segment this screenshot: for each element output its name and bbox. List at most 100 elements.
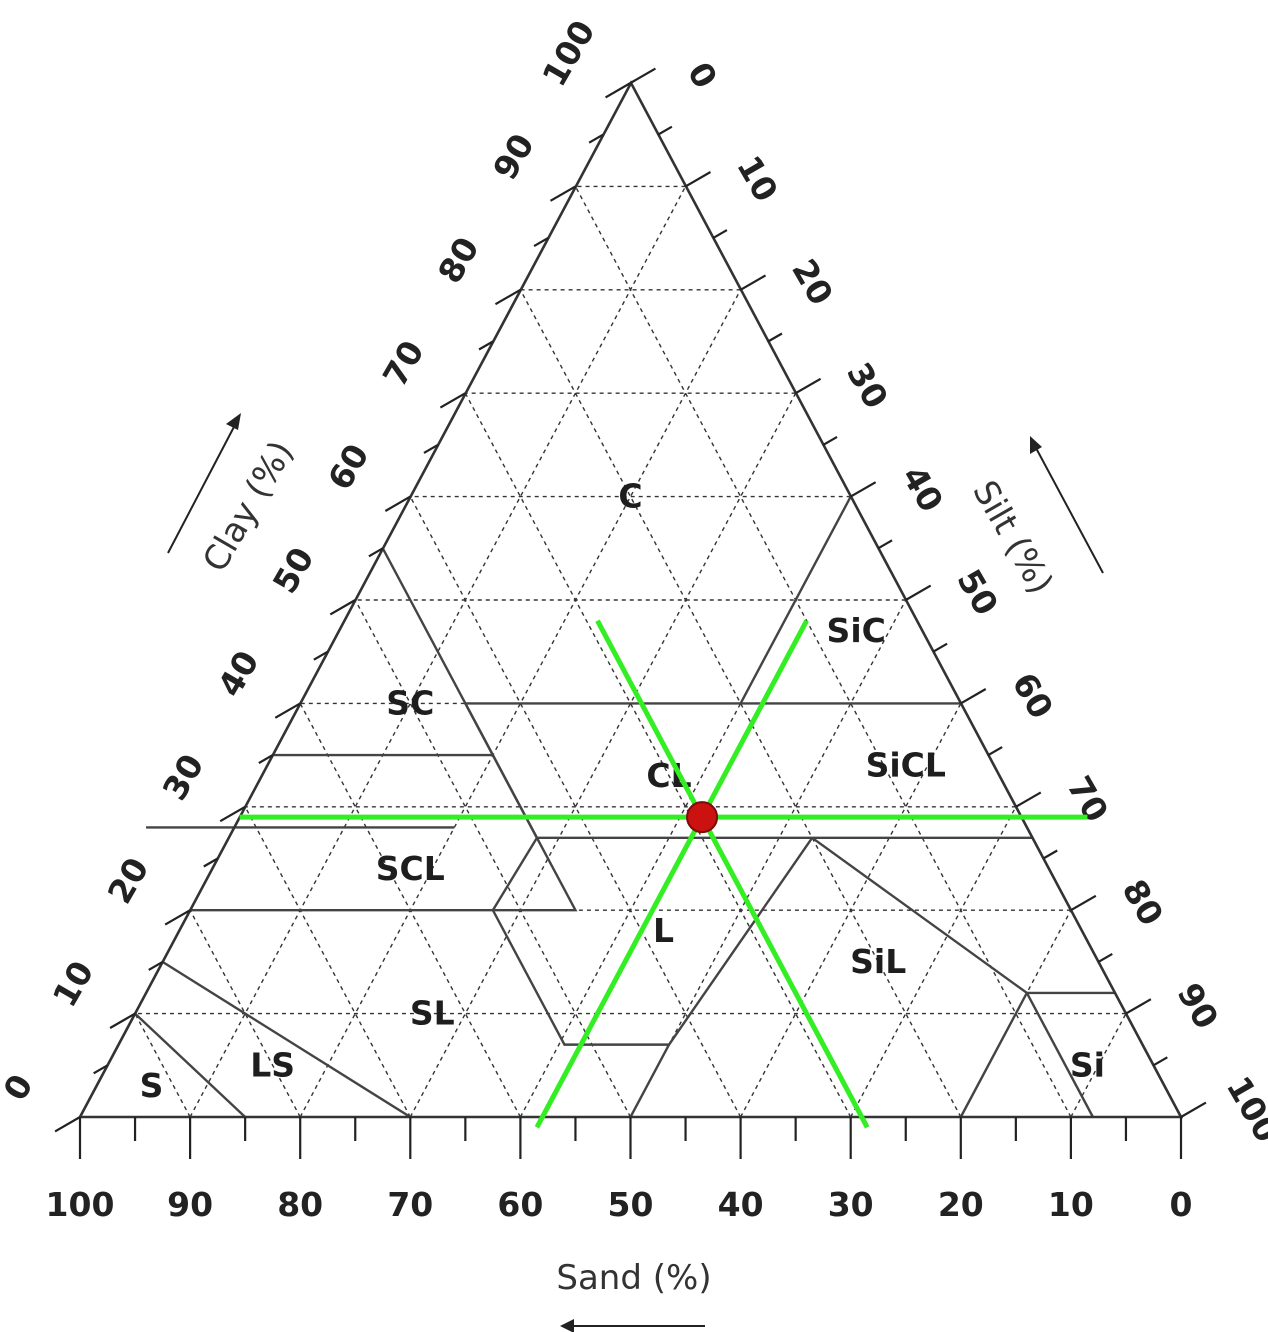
- silt-tick: [877, 539, 893, 550]
- silt-tick: [1152, 1056, 1168, 1067]
- silt-tick-label: 80: [1114, 873, 1171, 932]
- tick-labels: 100 90 80 70 60 50 40 30 20 10 0010203040506070809…: [0, 14, 1268, 1224]
- clay-tick: [93, 1064, 109, 1075]
- grid-line-silt: [739, 703, 962, 1118]
- sand-tick-label: 60: [497, 1185, 543, 1224]
- silt-tick: [740, 274, 767, 291]
- sand-arrow-head: [560, 1319, 574, 1332]
- clay-arrow-head: [226, 413, 241, 430]
- class-boundary: [811, 836, 1029, 1118]
- silt-tick: [932, 642, 948, 653]
- sand-tick-label: 100: [46, 1185, 115, 1224]
- silt-tick: [905, 584, 932, 601]
- clay-tick: [203, 857, 219, 868]
- grid-line-sand: [244, 806, 411, 1118]
- sample-point-marker: [686, 801, 719, 834]
- silt-tick: [850, 481, 877, 498]
- grid-line-silt: [1070, 1013, 1127, 1118]
- class-label: SiL: [850, 942, 906, 981]
- class-label: SL: [410, 994, 455, 1033]
- clay-tick: [605, 82, 632, 99]
- silt-tick: [1097, 952, 1113, 963]
- clay-tick-label: 80: [430, 230, 487, 289]
- sand-tick-label: 70: [387, 1185, 433, 1224]
- clay-tick: [478, 340, 494, 351]
- silt-tick: [684, 171, 712, 188]
- silt-guide-line: [534, 619, 809, 1129]
- clay-tick: [164, 909, 191, 926]
- silt-tick: [712, 229, 728, 240]
- grid-line-sand: [354, 599, 632, 1118]
- sand-tick-label: 30: [828, 1185, 874, 1224]
- clay-tick: [439, 392, 466, 409]
- sand-tick-label: 80: [277, 1185, 323, 1224]
- class-label: SCL: [376, 849, 445, 888]
- class-label: SiC: [827, 611, 886, 650]
- silt-tick-label: 100: [1219, 1070, 1268, 1149]
- clay-tick: [258, 754, 274, 765]
- class-boundary: [134, 1012, 246, 1118]
- clay-arrow-line: [167, 422, 237, 554]
- sand-guide-line: [595, 619, 870, 1129]
- grid-line-sand: [134, 1013, 191, 1118]
- class-boundary: [629, 1044, 671, 1118]
- clay-tick: [423, 443, 439, 454]
- clay-tick: [588, 133, 604, 144]
- silt-tick: [629, 67, 656, 84]
- clay-tick-label: 40: [210, 644, 267, 703]
- clay-tick: [274, 702, 301, 719]
- silt-tick-label: 0: [680, 56, 725, 95]
- grid-line-sand: [574, 186, 1072, 1118]
- class-label: L: [653, 911, 674, 950]
- silt-tick: [1015, 791, 1042, 808]
- class-boundary: [491, 837, 814, 1046]
- grid-lines: [134, 185, 1127, 1118]
- silt-tick: [1070, 894, 1097, 912]
- class-boundary: [161, 960, 411, 1119]
- clay-tick-label: 20: [100, 851, 157, 910]
- clay-tick-label: 100: [534, 14, 602, 93]
- silt-tick: [822, 435, 838, 446]
- silt-tick: [987, 746, 1003, 757]
- clay-tick: [148, 960, 164, 971]
- clay-tick: [533, 237, 549, 248]
- clay-tick-label: 90: [485, 127, 542, 186]
- silt-arrow-line: [1035, 447, 1104, 574]
- grid-line-sand: [464, 392, 852, 1118]
- clay-tick: [109, 1012, 136, 1029]
- clay-tick: [54, 1116, 81, 1133]
- clay-tick: [384, 495, 411, 512]
- clay-tick: [368, 547, 384, 558]
- class-label: S: [140, 1066, 164, 1105]
- sample-guides: [239, 619, 1088, 1129]
- clay-tick-label: 60: [320, 437, 377, 496]
- clay-tick: [329, 599, 356, 616]
- silt-tick-label: 10: [729, 149, 786, 208]
- class-boundary: [1025, 992, 1094, 1118]
- class-label: Si: [1070, 1045, 1105, 1084]
- silt-tick: [767, 332, 783, 343]
- class-boundary: [190, 754, 578, 912]
- sand-tick-label: 0: [1170, 1185, 1193, 1224]
- silt-tick-label: 50: [949, 563, 1006, 622]
- clay-tick-label: 10: [45, 954, 102, 1013]
- grid-line-sand: [189, 909, 301, 1118]
- silt-tick: [1042, 849, 1058, 860]
- clay-tick: [219, 805, 246, 823]
- class-label: SiCL: [866, 745, 946, 784]
- class-label: SC: [386, 683, 434, 722]
- sand-tick-label: 10: [1048, 1185, 1094, 1224]
- class-label: C: [618, 477, 642, 516]
- silt-tick-label: 70: [1059, 769, 1116, 828]
- sand-tick-label: 50: [608, 1185, 654, 1224]
- silt-tick: [1180, 1101, 1207, 1118]
- grid-line-silt: [629, 599, 907, 1118]
- class-label: LS: [250, 1045, 295, 1084]
- silt-arrow-head: [1030, 436, 1042, 454]
- clay-tick: [313, 650, 329, 661]
- sand-tick-label: 20: [938, 1185, 984, 1224]
- silt-tick-label: 30: [839, 356, 896, 415]
- silt-tick: [960, 688, 987, 705]
